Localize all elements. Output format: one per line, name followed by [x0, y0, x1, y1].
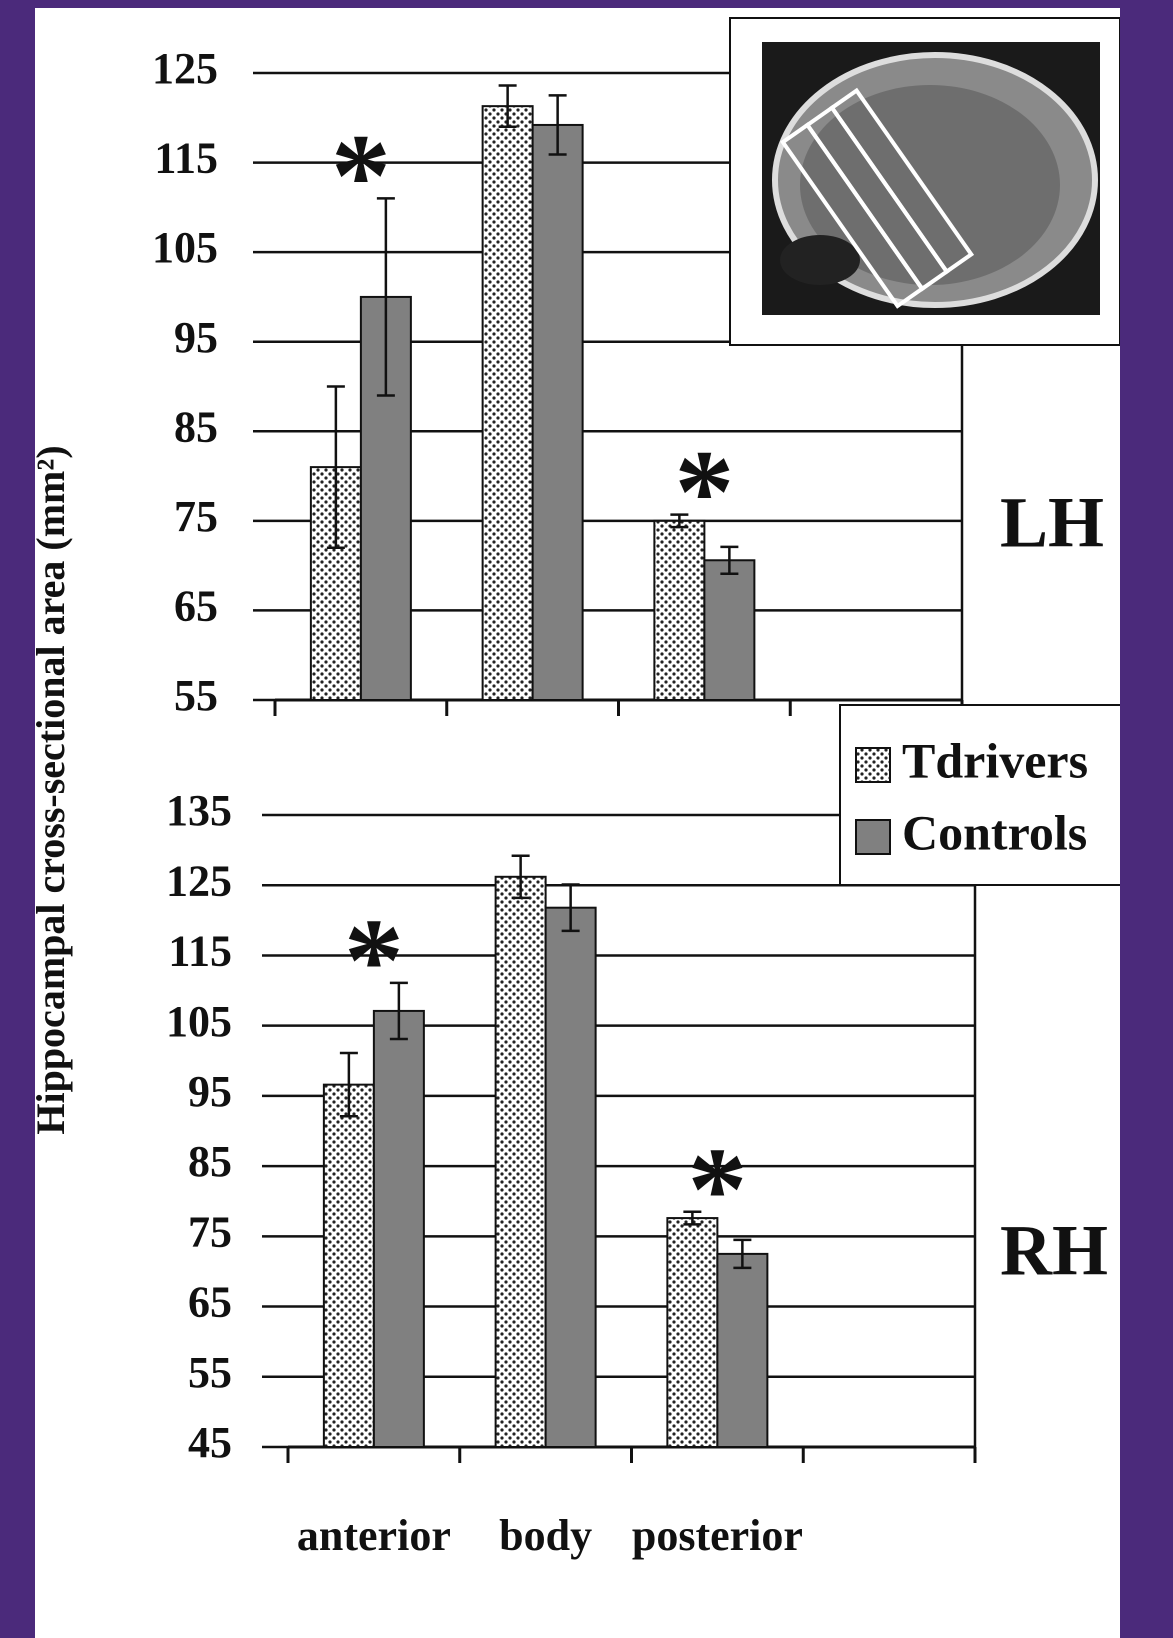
x-tick-label: anterior: [297, 1511, 451, 1560]
y-tick-label: 65: [188, 1278, 232, 1327]
panel-label: RH: [1000, 1211, 1108, 1291]
x-tick-label: body: [499, 1511, 592, 1560]
bar: [496, 877, 546, 1447]
border: [0, 0, 1173, 8]
y-tick-label: 75: [174, 492, 218, 541]
significance-marker: *: [331, 109, 391, 242]
bar: [374, 1011, 424, 1447]
significance-marker: *: [344, 893, 404, 1026]
y-tick-label: 135: [166, 786, 232, 835]
legend-swatch: [856, 748, 890, 782]
legend-swatch: [856, 820, 890, 854]
y-tick-label: 95: [188, 1067, 232, 1116]
y-tick-label: 55: [188, 1348, 232, 1397]
y-tick-label: 115: [168, 927, 232, 976]
y-axis-label: Hippocampal cross-sectional area (mm²): [28, 445, 73, 1134]
panel-label: LH: [1000, 483, 1104, 563]
y-tick-label: 85: [188, 1137, 232, 1186]
y-tick-label: 115: [154, 134, 218, 183]
y-tick-label: 45: [188, 1418, 232, 1467]
significance-marker: *: [687, 1122, 747, 1255]
bar: [546, 908, 596, 1447]
border: [1120, 0, 1173, 1638]
y-tick-label: 125: [166, 856, 232, 905]
legend-label: Controls: [902, 804, 1087, 860]
y-tick-label: 95: [174, 313, 218, 362]
x-tick-label: posterior: [632, 1511, 803, 1560]
inset-image: [730, 18, 1120, 345]
y-tick-label: 125: [152, 44, 218, 93]
legend: Tdrivers Controls: [840, 705, 1125, 885]
bar: [324, 1085, 374, 1447]
bar: [483, 106, 533, 700]
y-tick-label: 55: [174, 671, 218, 720]
chart: 55 65 75 85 95 105 115 125 * * 45 55 65 75 85 95 105 115 1…: [0, 0, 1173, 1638]
y-tick-label: 85: [174, 402, 218, 451]
y-tick-label: 105: [166, 997, 232, 1046]
significance-marker: *: [674, 425, 734, 558]
page: {"chart_data": [ {"type": "bar", "title"…: [0, 0, 1173, 1638]
legend-label: Tdrivers: [902, 732, 1088, 788]
y-tick-label: 105: [152, 223, 218, 272]
bar: [717, 1254, 767, 1447]
y-tick-label: 65: [174, 582, 218, 631]
bar: [704, 560, 754, 700]
bar: [533, 125, 583, 700]
y-tick-label: 75: [188, 1207, 232, 1256]
